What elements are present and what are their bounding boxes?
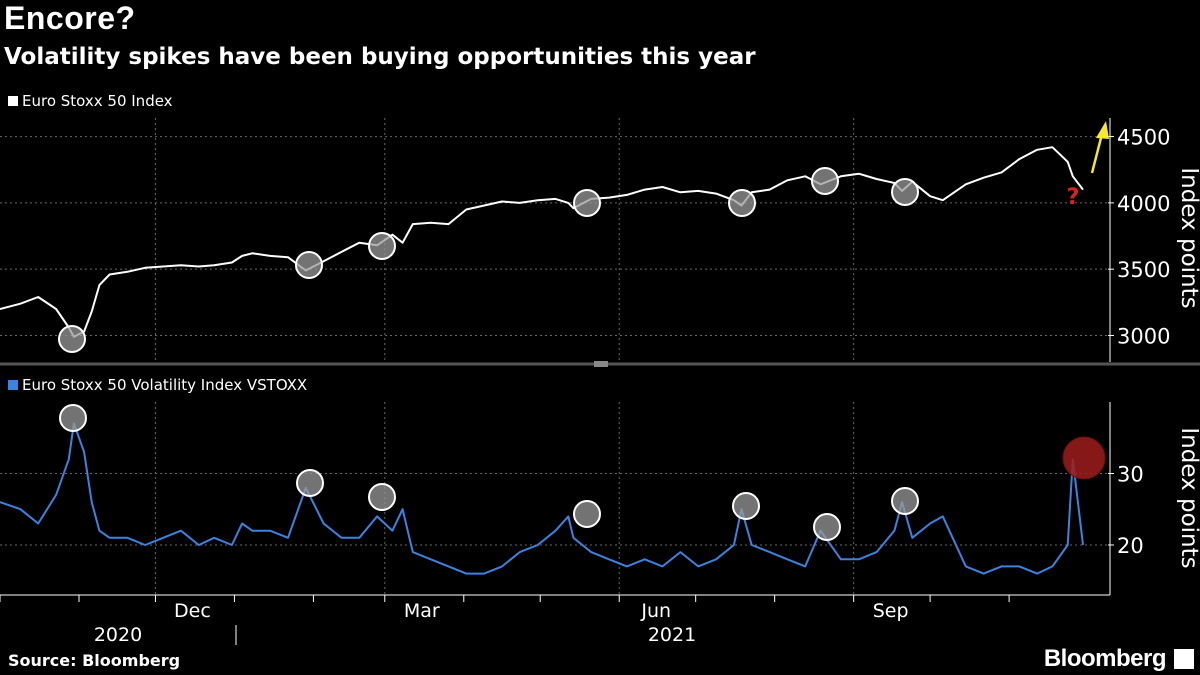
dip-marker [728, 189, 756, 217]
dip-marker [811, 167, 839, 195]
dip-marker [573, 189, 601, 217]
y-tick-label-index: 4500 [1117, 126, 1170, 150]
y-tick-label-vstoxx: 20 [1117, 534, 1144, 558]
spike-marker [296, 469, 324, 497]
y-tick-label-index: 3000 [1117, 324, 1170, 348]
legend-swatch-index [8, 96, 18, 106]
x-tick-label-month: Sep [873, 600, 909, 622]
grid-lines [0, 118, 1110, 595]
x-tick-label-year: 2020 [94, 624, 142, 646]
legend-label-index: Euro Stoxx 50 Index [22, 92, 173, 110]
series-line-vstoxx [0, 422, 1084, 575]
x-tick-label-year: 2021 [648, 624, 696, 646]
spike-marker [368, 483, 396, 511]
x-tick-label-month: Jun [640, 600, 671, 622]
x-tick-label-month: Mar [404, 600, 440, 622]
event-markers [58, 121, 1109, 541]
panel-separator-handle [594, 361, 608, 367]
legend-label-vstoxx: Euro Stoxx 50 Volatility Index VSTOXX [22, 376, 308, 394]
y-tick-label-index: 4000 [1117, 192, 1170, 216]
y-tick-label-index: 3500 [1117, 258, 1170, 282]
dip-marker [295, 251, 323, 279]
legend-swatch-vstoxx [8, 380, 18, 390]
legend-vstoxx: Euro Stoxx 50 Volatility Index VSTOXX [8, 376, 307, 394]
source-note: Source: Bloomberg [8, 651, 181, 670]
spike-marker [813, 513, 841, 541]
y-axis-label-bottom: Index points [1176, 427, 1200, 568]
dip-marker [368, 232, 396, 260]
x-tick-label-month: Dec [174, 600, 211, 622]
dip-marker [891, 178, 919, 206]
chart-subtitle: Volatility spikes have been buying oppor… [4, 44, 756, 70]
series-line-index [0, 146, 1084, 338]
rebound-arrow-head [1096, 121, 1109, 139]
spike-marker [59, 404, 87, 432]
spike-marker [891, 487, 919, 515]
bloomberg-logo: Bloomberg [1043, 645, 1167, 672]
rebound-arrow-icon [1090, 133, 1104, 174]
chart-title: Encore? [4, 0, 136, 36]
spike-marker [732, 492, 760, 520]
latest-spike-marker [1062, 436, 1106, 480]
index-panel [0, 146, 1084, 338]
dip-marker [58, 325, 86, 353]
spike-marker [573, 500, 601, 528]
bloomberg-mark-icon [1174, 649, 1194, 669]
vstoxx-panel [0, 422, 1084, 575]
question-mark-annotation: ? [1067, 185, 1080, 210]
legend-index: Euro Stoxx 50 Index [8, 92, 173, 110]
y-axis-label-top: Index points [1176, 167, 1200, 308]
axes: 3000 3500 4000 4500 20 30 Dec Mar Jun Sep 2020 2021 [0, 118, 1200, 646]
y-tick-label-vstoxx: 30 [1117, 462, 1144, 486]
